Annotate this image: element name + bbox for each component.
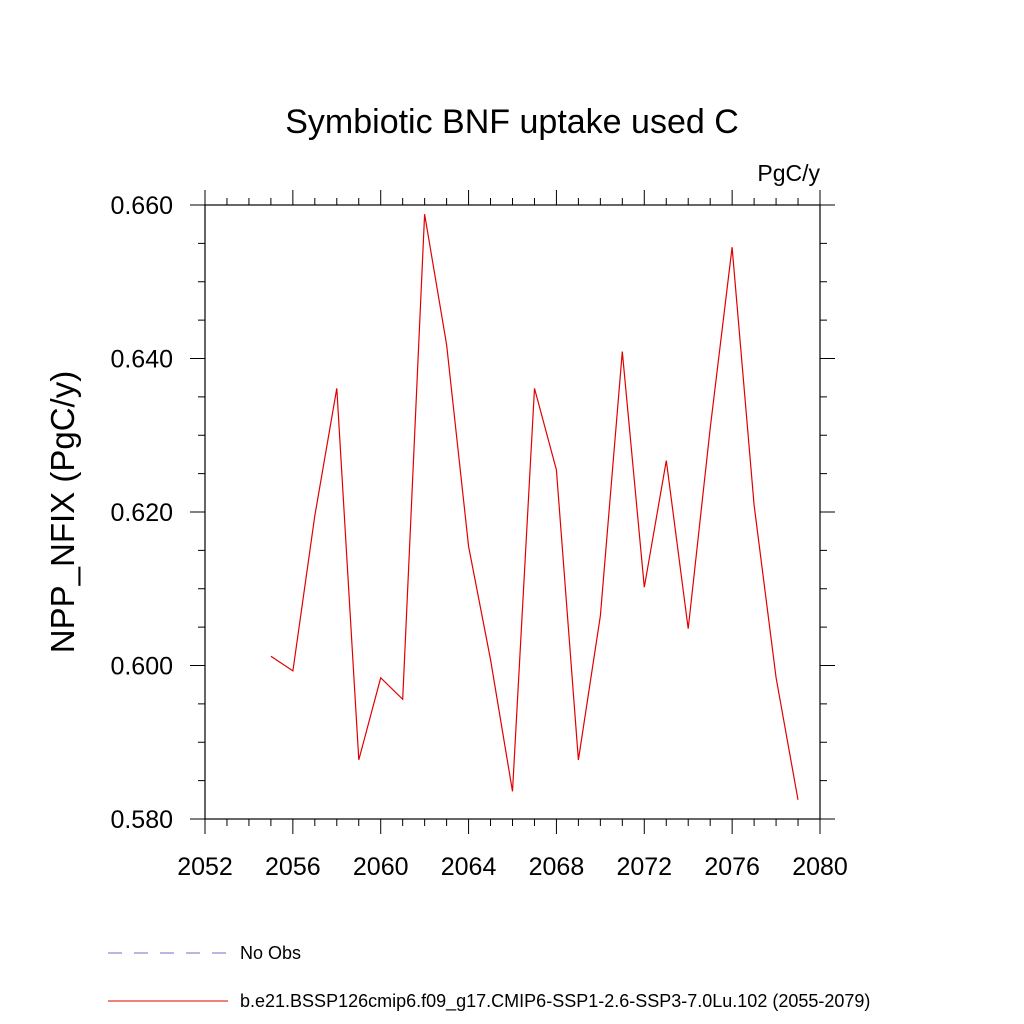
y-tick-label: 0.640: [110, 346, 173, 374]
x-tick-label: 2064: [441, 853, 497, 881]
legend-label-1: b.e21.BSSP126cmip6.f09_g17.CMIP6-SSP1-2.…: [240, 991, 870, 1012]
x-tick-label: 2068: [529, 853, 585, 881]
x-tick-label: 2060: [353, 853, 409, 881]
x-tick-label: 2072: [616, 853, 672, 881]
x-tick-label: 2080: [792, 853, 848, 881]
y-tick-label: 0.620: [110, 499, 173, 527]
x-tick-label: 2056: [265, 853, 321, 881]
y-tick-label: 0.660: [110, 192, 173, 220]
x-tick-label: 2052: [177, 853, 233, 881]
y-tick-label: 0.600: [110, 653, 173, 681]
plot-frame: [204, 204, 821, 820]
series-layer: [270, 214, 799, 800]
units-label: PgC/y: [757, 160, 820, 186]
legend: No Obs b.e21.BSSP126cmip6.f09_g17.CMIP6-S…: [108, 943, 870, 1012]
x-tick-label: 2076: [704, 853, 760, 881]
plot-axes: 2052 2056 2060 2064 2068 2072 2076 2080 0.580 0.6…: [110, 190, 848, 881]
chart-title: Symbiotic BNF uptake used C: [285, 103, 739, 141]
series-line-0: [270, 214, 799, 800]
y-axis-label: NPP_NFIX (PgC/y): [44, 371, 81, 653]
y-tick-label: 0.580: [110, 806, 173, 834]
legend-label-0: No Obs: [240, 943, 301, 963]
